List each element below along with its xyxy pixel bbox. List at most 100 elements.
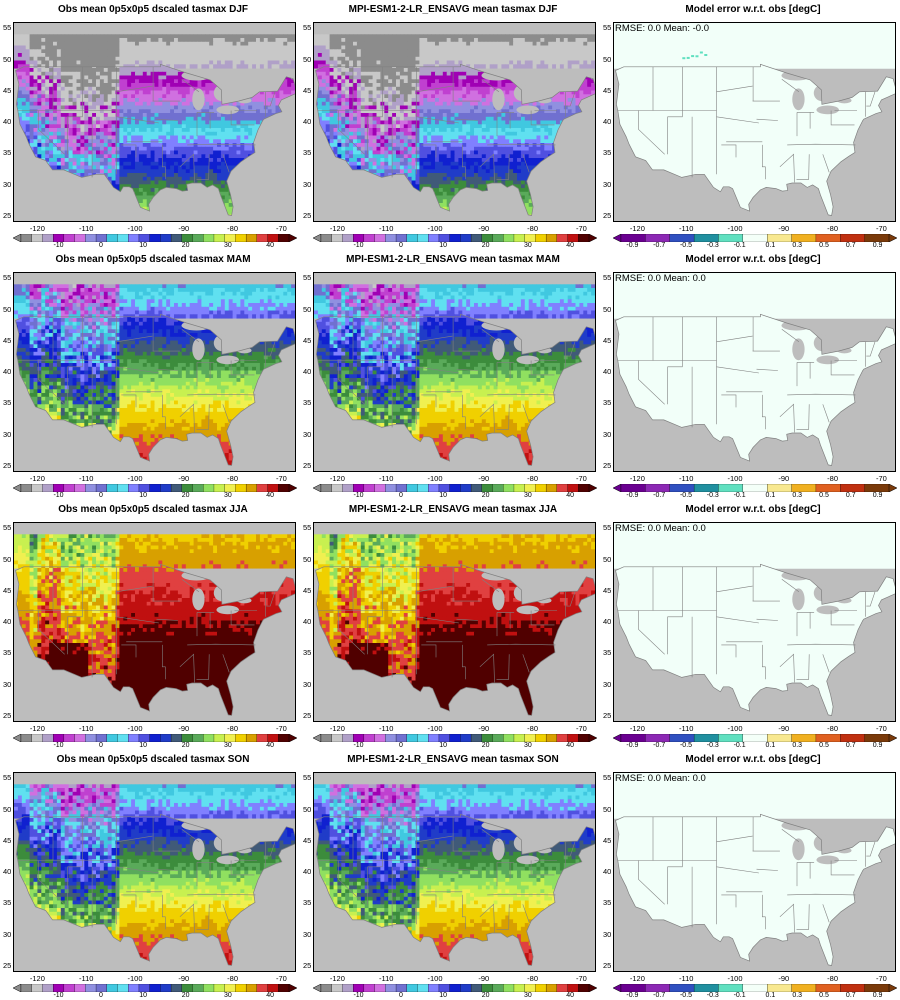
colorbar-tick-label: 30 bbox=[513, 992, 543, 999]
panel-title: MPI-ESM1-2-LR_ENSAVG mean tasmax DJF bbox=[303, 4, 603, 15]
rmse-mean-stat: RMSE: 0.0 Mean: 0.0 bbox=[615, 523, 706, 534]
temperature-colorbar bbox=[313, 484, 597, 492]
lon-tick-label: -80 bbox=[518, 724, 548, 733]
lon-tick-label: -90 bbox=[169, 224, 199, 233]
rmse-mean-stat: RMSE: 0.0 Mean: -0.0 bbox=[615, 23, 709, 34]
lon-tick-label: -70 bbox=[566, 724, 596, 733]
colorbar-tick-label: 0.9 bbox=[863, 992, 893, 999]
temperature-colorbar bbox=[13, 234, 297, 242]
colorbar-tick-label: -0.9 bbox=[617, 742, 647, 749]
colorbar-tick-label: -0.7 bbox=[644, 742, 674, 749]
map-frame bbox=[13, 772, 296, 972]
colorbar-tick-label: -0.9 bbox=[617, 992, 647, 999]
lon-tick-label: -110 bbox=[671, 474, 701, 483]
lon-tick-label: -70 bbox=[266, 724, 296, 733]
colorbar-tick-label: 20 bbox=[171, 242, 201, 249]
colorbar-tick-label: 0.7 bbox=[836, 242, 866, 249]
lon-tick-label: -100 bbox=[420, 224, 450, 233]
lon-tick-label: -110 bbox=[71, 974, 101, 983]
lon-tick-label: -110 bbox=[371, 474, 401, 483]
lat-tick-label: 25 bbox=[303, 211, 311, 220]
lon-tick-label: -100 bbox=[720, 724, 750, 733]
colorbar-tick-label: 20 bbox=[171, 492, 201, 499]
lon-tick-label: -90 bbox=[169, 474, 199, 483]
temperature-map bbox=[14, 773, 295, 971]
colorbar-tick-label: 0 bbox=[86, 992, 116, 999]
error-colorbar bbox=[613, 484, 897, 492]
lat-tick-label: 40 bbox=[603, 117, 611, 126]
colorbar-tick-label: -10 bbox=[44, 492, 74, 499]
lat-tick-label: 30 bbox=[603, 180, 611, 189]
panel-title: Obs mean 0p5x0p5 dscaled tasmax MAM bbox=[3, 254, 303, 265]
rmse-mean-stat: RMSE: 0.0 Mean: 0.0 bbox=[615, 273, 706, 284]
colorbar-tick-label: -10 bbox=[44, 992, 74, 999]
map-frame: RMSE: 0.0 Mean: 0.0 bbox=[613, 522, 896, 722]
lat-tick-label: 55 bbox=[303, 273, 311, 282]
lat-tick-label: 50 bbox=[3, 805, 11, 814]
err-panel-jja: Model error w.r.t. obs [degC] RMSE: 0.0 M… bbox=[603, 500, 900, 750]
lat-tick-label: 25 bbox=[303, 711, 311, 720]
colorbar-tick-label: 10 bbox=[128, 242, 158, 249]
lat-tick-label: 25 bbox=[3, 211, 11, 220]
lon-tick-label: -80 bbox=[518, 224, 548, 233]
lat-tick-label: 30 bbox=[603, 430, 611, 439]
lat-tick-label: 50 bbox=[303, 805, 311, 814]
lat-tick-label: 25 bbox=[603, 211, 611, 220]
lat-tick-label: 50 bbox=[3, 305, 11, 314]
temperature-map bbox=[314, 773, 595, 971]
lon-tick-label: -70 bbox=[866, 974, 896, 983]
obs-panel-jja: Obs mean 0p5x0p5 dscaled tasmax JJA 55 50 4… bbox=[3, 500, 303, 750]
map-frame bbox=[13, 522, 296, 722]
colorbar-tick-label: -10 bbox=[44, 742, 74, 749]
obs-panel-son: Obs mean 0p5x0p5 dscaled tasmax SON 55 50 4… bbox=[3, 750, 303, 1000]
model-panel-mam: MPI-ESM1-2-LR_ENSAVG mean tasmax MAM 55 50… bbox=[303, 250, 603, 500]
colorbar-tick-label: 30 bbox=[513, 742, 543, 749]
panel-title: Model error w.r.t. obs [degC] bbox=[603, 504, 900, 515]
lon-tick-label: -100 bbox=[420, 474, 450, 483]
lat-tick-label: 45 bbox=[303, 336, 311, 345]
lon-tick-label: -110 bbox=[371, 724, 401, 733]
colorbar-tick-label: -0.1 bbox=[725, 242, 755, 249]
lon-tick-label: -70 bbox=[266, 974, 296, 983]
temperature-map bbox=[14, 23, 295, 221]
lat-tick-label: 40 bbox=[603, 367, 611, 376]
colorbar-tick-label: 30 bbox=[513, 242, 543, 249]
lat-tick-label: 40 bbox=[603, 617, 611, 626]
colorbar-tick-label: 30 bbox=[213, 492, 243, 499]
lat-tick-label: 50 bbox=[603, 55, 611, 64]
colorbar-tick-label: 0.7 bbox=[836, 992, 866, 999]
colorbar-tick-label: -0.1 bbox=[725, 492, 755, 499]
temperature-map bbox=[314, 523, 595, 721]
colorbar-tick-label: 40 bbox=[555, 742, 585, 749]
colorbar-tick-label: -0.5 bbox=[671, 992, 701, 999]
colorbar-tick-label: 0.7 bbox=[836, 492, 866, 499]
colorbar-tick-label: 20 bbox=[471, 992, 501, 999]
lon-tick-label: -100 bbox=[120, 974, 150, 983]
temperature-colorbar bbox=[13, 484, 297, 492]
lat-tick-label: 30 bbox=[3, 430, 11, 439]
lat-tick-label: 40 bbox=[3, 117, 11, 126]
lat-tick-label: 50 bbox=[603, 805, 611, 814]
colorbar-tick-label: 0.5 bbox=[809, 992, 839, 999]
lon-tick-label: -120 bbox=[622, 724, 652, 733]
temperature-colorbar bbox=[13, 734, 297, 742]
map-frame: RMSE: 0.0 Mean: -0.0 bbox=[613, 22, 896, 222]
lat-tick-label: 50 bbox=[303, 55, 311, 64]
lon-tick-label: -120 bbox=[622, 474, 652, 483]
obs-panel-mam: Obs mean 0p5x0p5 dscaled tasmax MAM 55 50 4… bbox=[3, 250, 303, 500]
error-colorbar bbox=[613, 984, 897, 992]
colorbar-tick-label: -0.1 bbox=[725, 992, 755, 999]
colorbar-tick-label: 0 bbox=[386, 992, 416, 999]
colorbar-tick-label: -0.1 bbox=[725, 742, 755, 749]
lon-tick-label: -100 bbox=[420, 974, 450, 983]
temperature-map bbox=[14, 523, 295, 721]
lon-tick-label: -70 bbox=[566, 224, 596, 233]
colorbar-tick-label: -0.7 bbox=[644, 242, 674, 249]
error-map bbox=[614, 273, 895, 471]
lon-tick-label: -120 bbox=[322, 474, 352, 483]
lat-tick-label: 30 bbox=[3, 680, 11, 689]
lat-tick-label: 55 bbox=[603, 773, 611, 782]
lat-tick-label: 55 bbox=[3, 773, 11, 782]
err-panel-djf: Model error w.r.t. obs [degC] RMSE: 0.0 M… bbox=[603, 0, 900, 250]
panel-title: MPI-ESM1-2-LR_ENSAVG mean tasmax SON bbox=[303, 754, 603, 765]
